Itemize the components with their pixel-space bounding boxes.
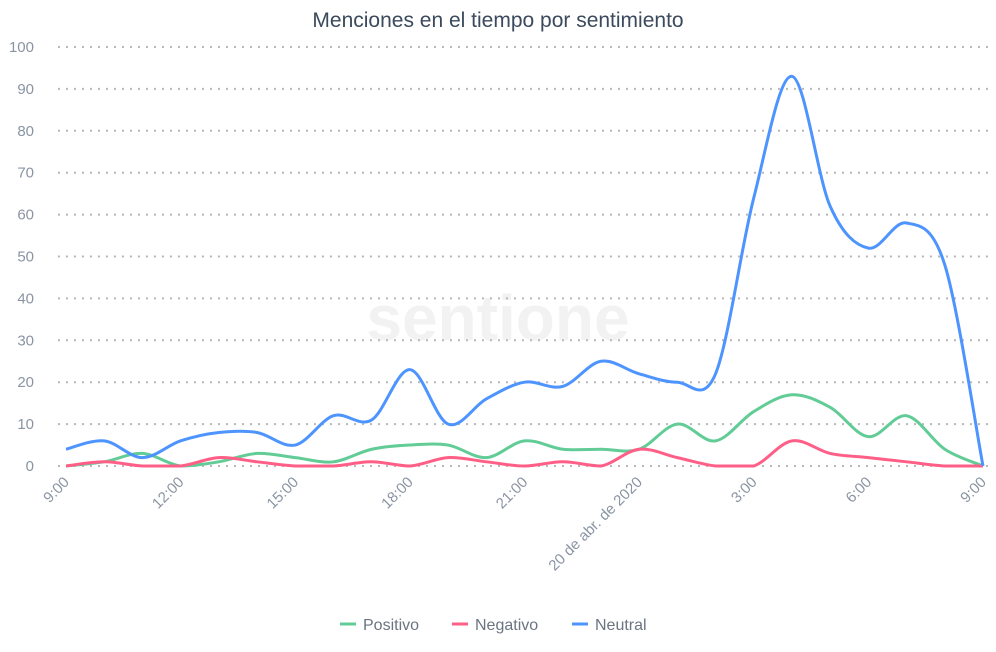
chart-title: Menciones en el tiempo por sentimiento (312, 9, 683, 32)
legend-label: Negativo (475, 617, 538, 634)
x-tick-label: 12:00 (149, 474, 188, 513)
y-axis: 0 10 20 30 40 50 60 70 80 90 100 (9, 39, 34, 475)
legend-item-negativo[interactable]: Negativo (452, 617, 538, 634)
x-tick-label: 6:00 (843, 474, 876, 507)
series-lines (65, 74, 985, 468)
x-tick-label: 20 de abr. de 2020 (545, 474, 645, 574)
legend: Positivo Negativo Neutral (340, 617, 647, 634)
y-tick-label: 70 (17, 165, 34, 182)
y-tick-label: 50 (17, 249, 34, 266)
series-line-positivo (65, 393, 984, 468)
x-tick-label: 21:00 (493, 474, 532, 513)
y-tick-label: 80 (17, 123, 34, 140)
x-axis: 9:00 12:00 15:00 18:00 21:00 20 de abr. de 20… (40, 474, 990, 574)
series-line-negativo (65, 439, 983, 468)
y-tick-label: 60 (17, 207, 34, 224)
x-tick-label: 9:00 (957, 474, 990, 507)
y-tick-label: 20 (17, 374, 34, 391)
legend-item-positivo[interactable]: Positivo (340, 617, 419, 634)
y-tick-label: 100 (9, 39, 34, 56)
x-tick-label: 18:00 (378, 474, 417, 513)
y-tick-label: 90 (17, 81, 34, 98)
y-tick-label: 10 (17, 416, 34, 433)
legend-label: Neutral (595, 617, 647, 634)
y-tick-label: 30 (17, 332, 34, 349)
x-tick-label: 15:00 (264, 474, 303, 513)
legend-label: Positivo (363, 617, 419, 634)
grid-lines (58, 46, 990, 467)
x-tick-label: 9:00 (40, 474, 73, 507)
series-line-neutral (65, 74, 985, 467)
y-tick-label: 0 (26, 458, 34, 475)
watermark-logo: sentione (366, 282, 629, 354)
y-tick-label: 40 (17, 290, 34, 307)
legend-item-neutral[interactable]: Neutral (572, 617, 647, 634)
x-tick-label: 3:00 (728, 474, 761, 507)
